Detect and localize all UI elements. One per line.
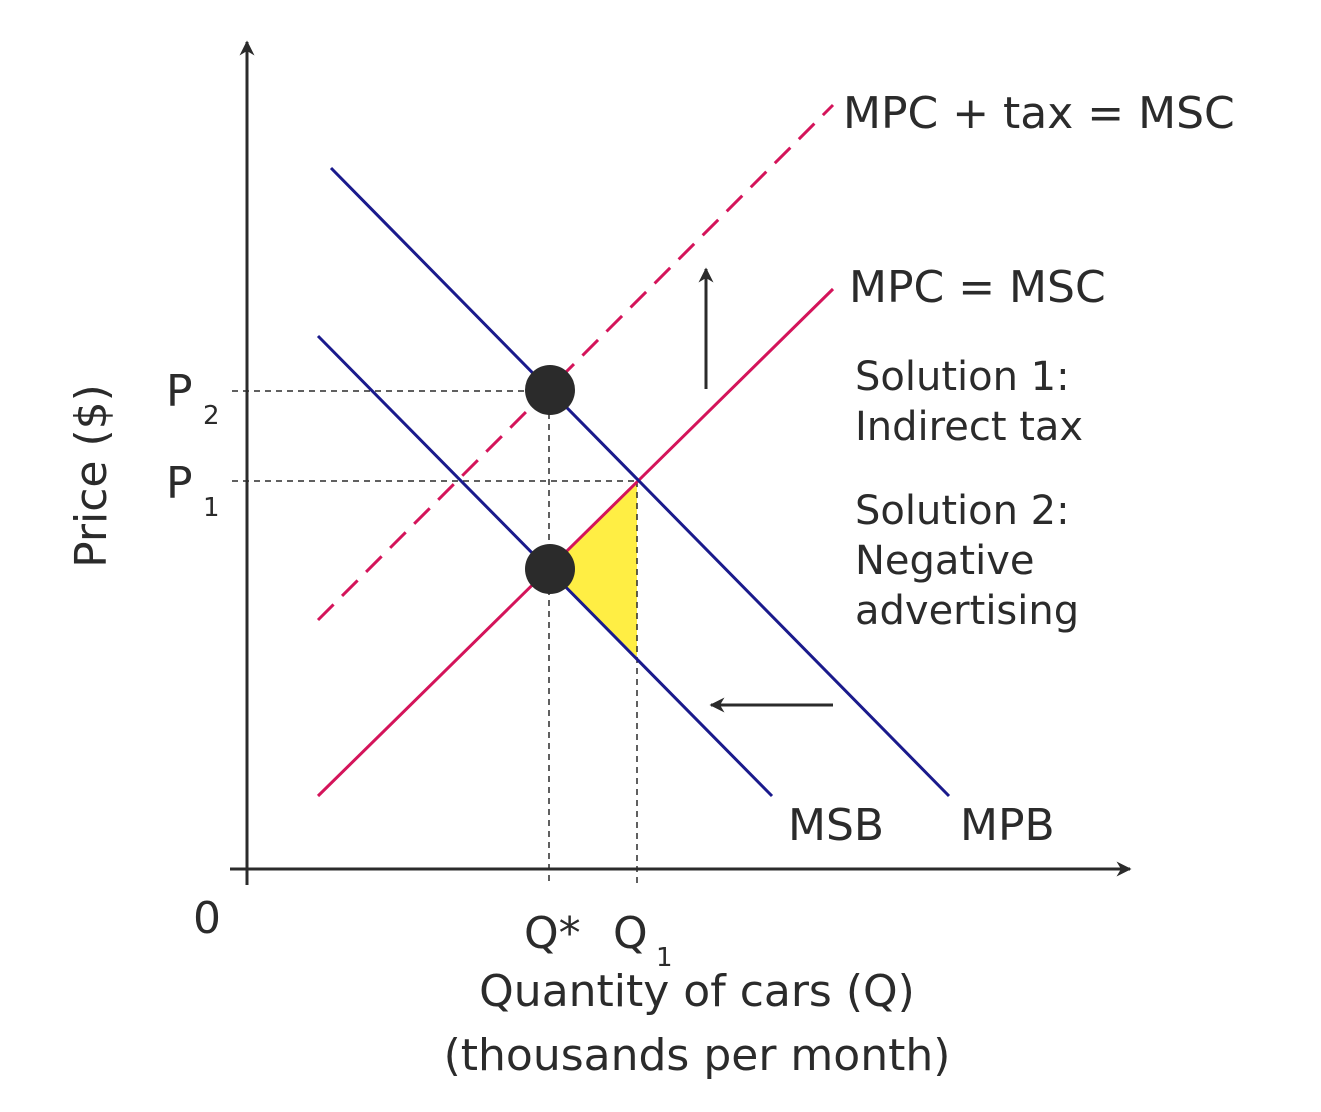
msb-label: MSB <box>788 800 884 851</box>
solution-2-line-1: Solution 2: <box>855 488 1070 534</box>
msc-tax-curve <box>316 103 835 622</box>
mpb-curve <box>329 166 951 798</box>
solution-1-line-1: Solution 1: <box>855 354 1070 400</box>
solution-1-line-2: Indirect tax <box>855 404 1083 450</box>
mpb-label: MPB <box>960 800 1055 851</box>
optimum-point <box>525 365 575 415</box>
mpc-curve <box>316 287 835 798</box>
solution-2-line-2: Negative <box>855 538 1035 584</box>
qstar-tick-label: Q* <box>524 908 581 959</box>
origin-label: 0 <box>193 893 221 944</box>
p2-tick-label: P <box>166 366 193 417</box>
market-equilibrium-point <box>525 544 575 594</box>
q1-tick-label: Q <box>613 908 648 959</box>
mpc-label: MPC = MSC <box>849 262 1106 313</box>
x-axis-label-line-2: (thousands per month) <box>444 1030 951 1081</box>
y-axis-label: Price ($) <box>66 384 117 568</box>
welfare-loss-area <box>549 481 637 657</box>
msc-tax-label: MPC + tax = MSC <box>843 88 1235 139</box>
p1-tick-label: P <box>166 458 193 509</box>
q1-tick-subscript: 1 <box>656 943 673 973</box>
p1-tick-subscript: 1 <box>203 493 220 523</box>
p2-tick-subscript: 2 <box>203 401 220 431</box>
x-axis-label-line-1: Quantity of cars (Q) <box>479 966 915 1017</box>
solution-2-line-3: advertising <box>855 588 1079 634</box>
